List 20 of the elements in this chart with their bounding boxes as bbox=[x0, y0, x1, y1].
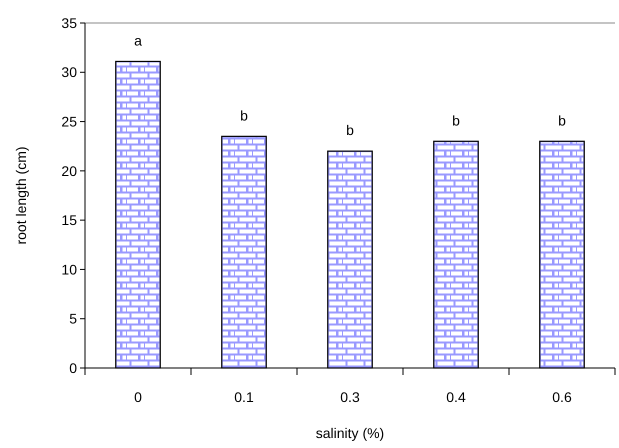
y-tick-label: 10 bbox=[61, 261, 78, 278]
y-tick-label: 25 bbox=[61, 113, 78, 130]
x-tick-label: 0.3 bbox=[340, 389, 360, 405]
y-tick-label: 0 bbox=[69, 360, 78, 376]
y-tick-label: 20 bbox=[61, 162, 78, 179]
x-tick-label: 0.4 bbox=[446, 389, 466, 405]
annotation: a bbox=[134, 32, 142, 48]
annotation: b bbox=[346, 122, 354, 138]
x-tick-label: 0.6 bbox=[552, 389, 572, 405]
y-axis-title: root length (cm) bbox=[13, 146, 29, 245]
x-tick-label: 0.1 bbox=[234, 389, 254, 405]
annotation: b bbox=[452, 112, 460, 128]
y-tick-label: 30 bbox=[61, 64, 78, 80]
x-tick-label: 0 bbox=[134, 389, 142, 405]
y-tick-label: 5 bbox=[69, 310, 78, 327]
x-axis-title: salinity (%) bbox=[316, 425, 384, 441]
annotation: b bbox=[240, 107, 248, 124]
annotation: b bbox=[558, 112, 566, 128]
y-tick-label: 15 bbox=[61, 212, 78, 228]
y-tick-label: 35 bbox=[61, 14, 78, 31]
